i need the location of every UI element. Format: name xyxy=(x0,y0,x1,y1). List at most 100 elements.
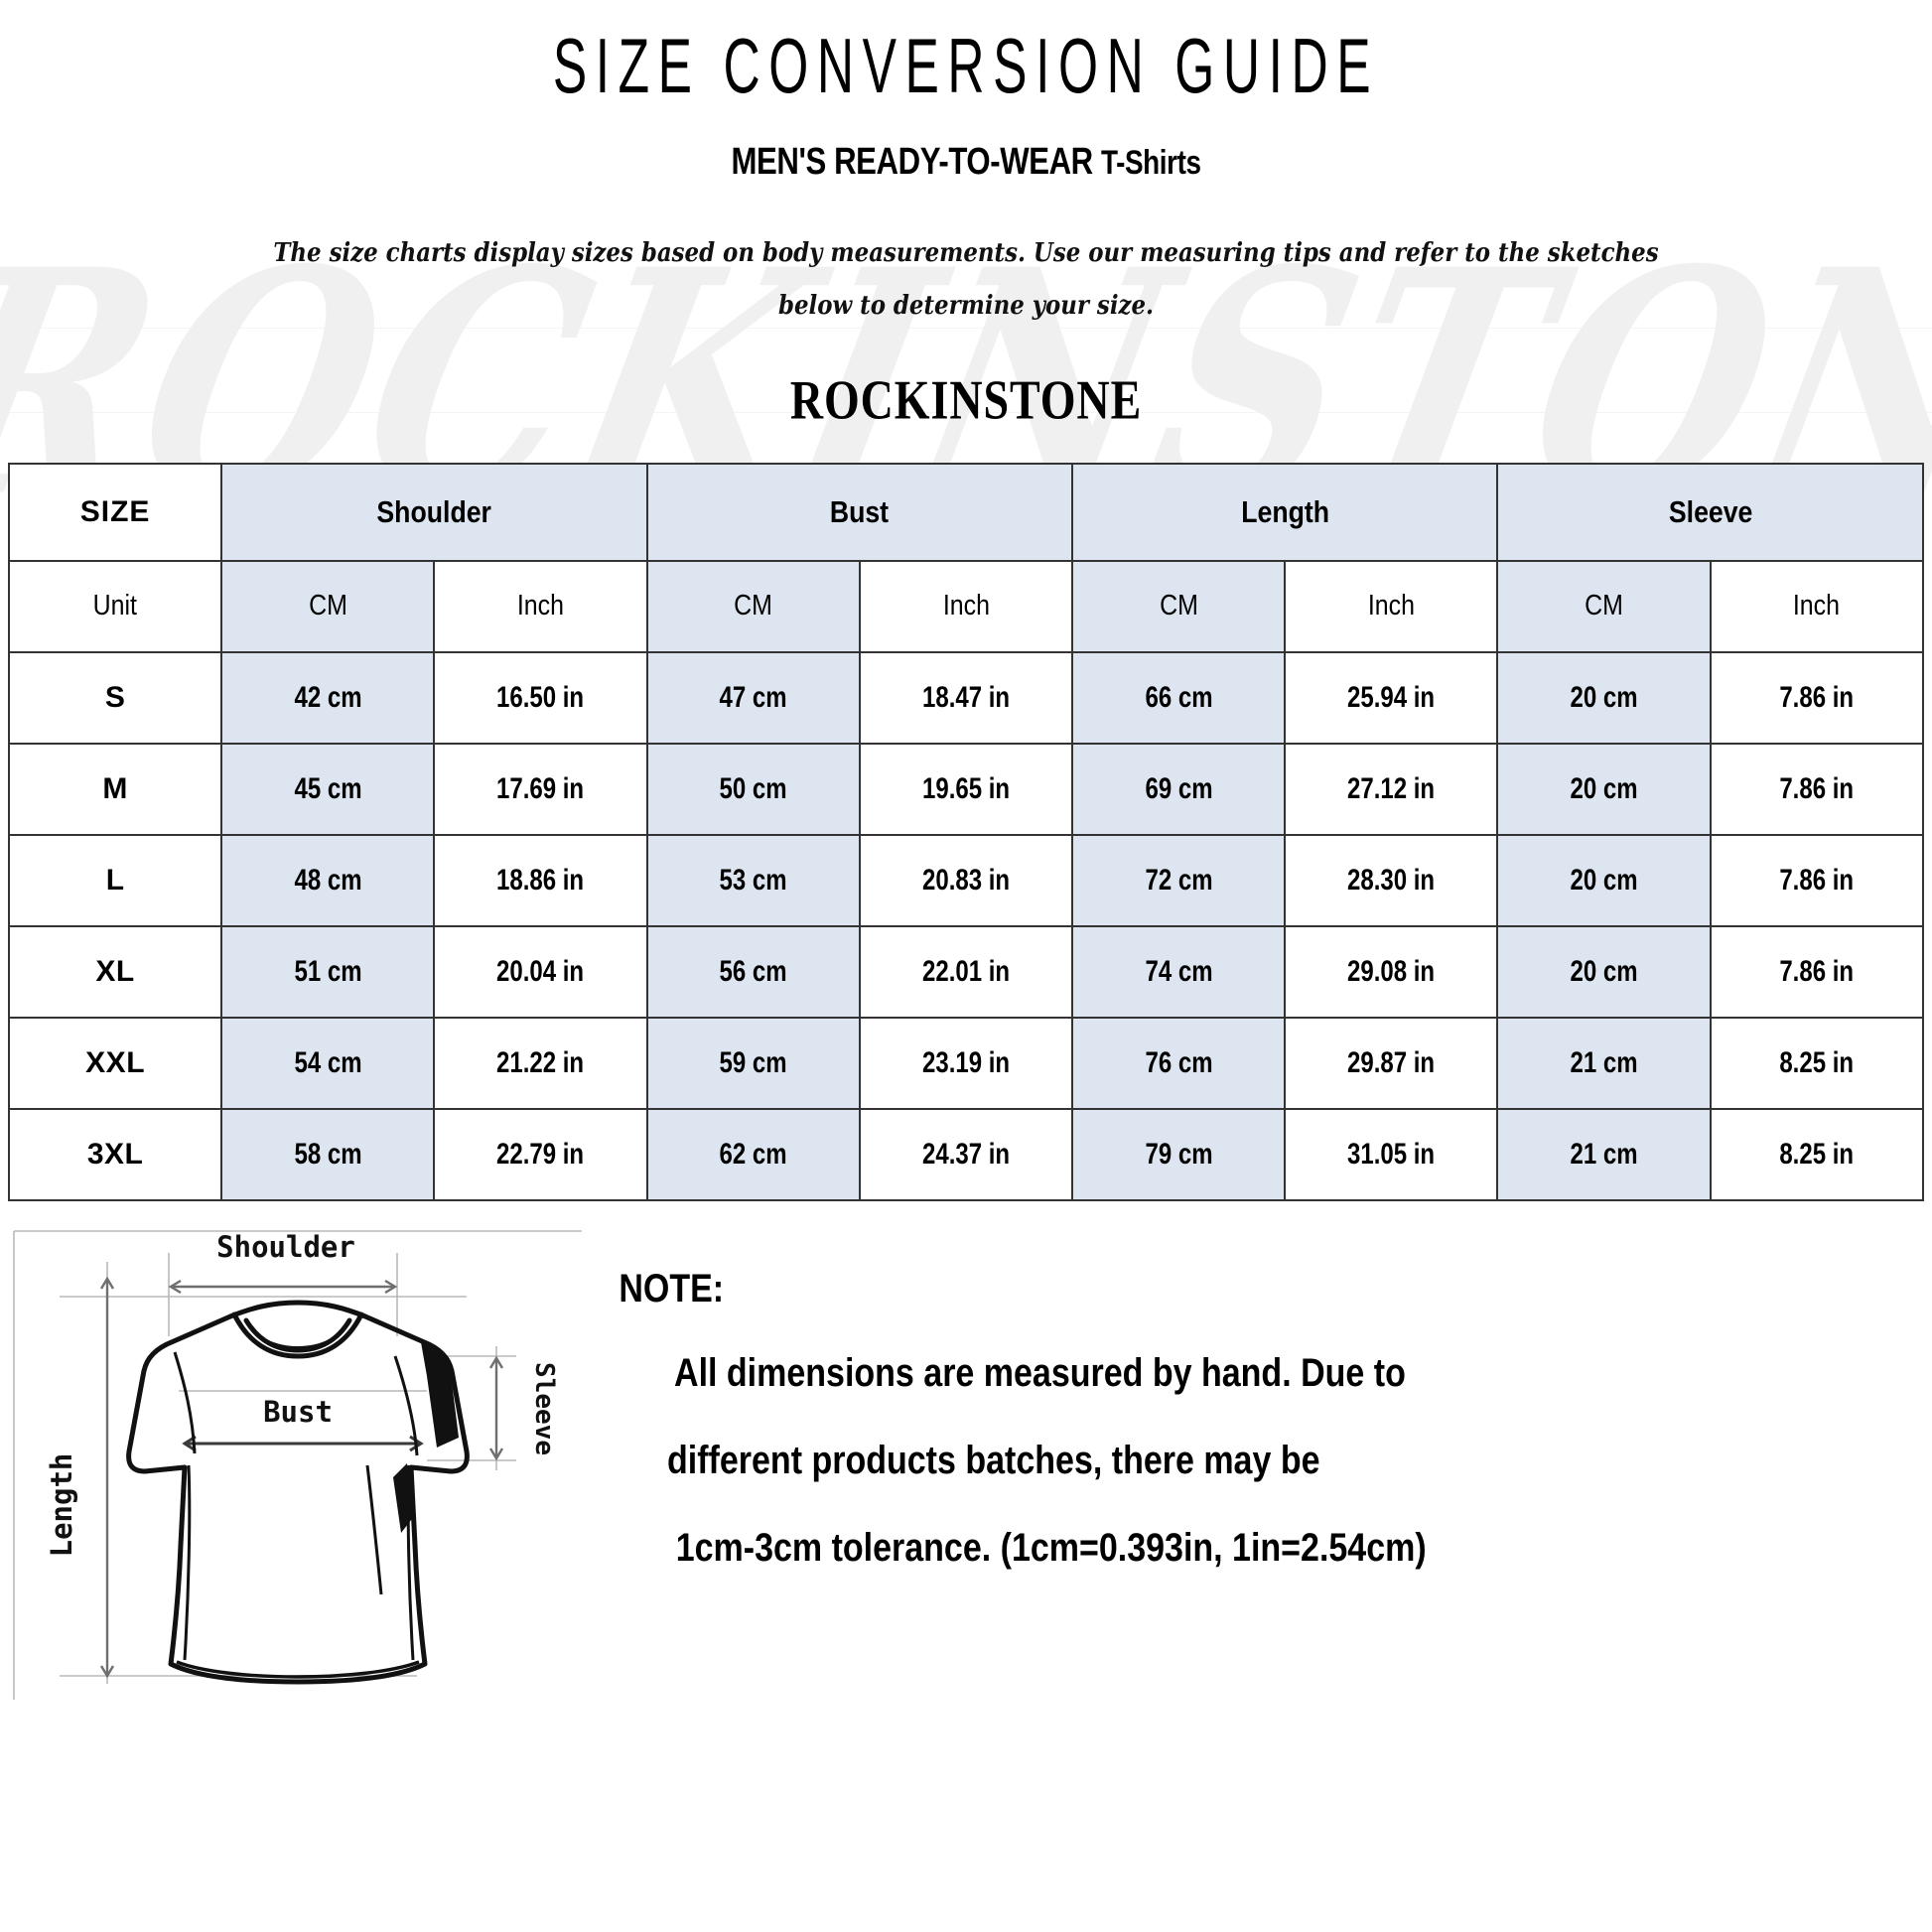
cell-shoulder-cm: 51 cm xyxy=(220,924,436,1019)
unit-sleeve-cm-label: CM xyxy=(1585,590,1623,622)
table-row: L 48 cm 18.86 in 53 cm 20.83 in 72 cm 28… xyxy=(7,833,1925,927)
cell-length-cm: 69 cm xyxy=(1071,742,1287,836)
cell-length-inch: 25.94 in xyxy=(1284,650,1499,745)
cell-bust-cm: 59 cm xyxy=(645,1016,861,1110)
tshirt-measurement-diagram: Shoulder Bust Length Sleeve xyxy=(0,1217,596,1714)
cell-length-inch: 27.12 in xyxy=(1284,742,1499,836)
watermark-rule-top xyxy=(0,328,1932,329)
cell-bust-cm: 56 cm xyxy=(645,924,861,1019)
shoulder-label: Shoulder xyxy=(216,1230,355,1264)
hem-line xyxy=(176,1659,420,1679)
header-unit-label: Unit xyxy=(92,590,138,622)
unit-sleeve-inch-label: Inch xyxy=(1793,590,1841,622)
cell-shoulder-inch: 22.79 in xyxy=(433,1107,648,1201)
row-size-label: XXL xyxy=(7,1016,223,1110)
cell-shoulder-cm: 58 cm xyxy=(220,1107,436,1201)
header-group-bust: Bust xyxy=(645,462,1074,562)
sleeve-shading xyxy=(393,1341,459,1533)
unit-sleeve-cm: CM xyxy=(1496,559,1712,653)
note-line-3: 1cm-3cm tolerance. (1cm=0.393in, 1in=2.5… xyxy=(675,1525,1427,1570)
cell-shoulder-cm: 42 cm xyxy=(220,650,436,745)
size-conversion-table: SIZE Shoulder Bust Length Sleeve Unit CM… xyxy=(7,462,1925,1201)
row-size-label: XL xyxy=(7,924,223,1019)
cell-sleeve-cm: 21 cm xyxy=(1496,1107,1712,1201)
cell-length-cm: 72 cm xyxy=(1071,833,1287,927)
cell-length-cm: 76 cm xyxy=(1071,1016,1287,1110)
cell-sleeve-inch: 7.86 in xyxy=(1709,833,1925,927)
unit-length-cm: CM xyxy=(1071,559,1287,653)
cell-bust-cm: 53 cm xyxy=(645,833,861,927)
cell-bust-cm: 62 cm xyxy=(645,1107,861,1201)
cell-shoulder-inch: 18.86 in xyxy=(433,833,648,927)
cell-bust-inch: 20.83 in xyxy=(858,833,1074,927)
length-label: Length xyxy=(45,1452,78,1557)
unit-length-inch-label: Inch xyxy=(1367,590,1415,622)
cell-shoulder-cm: 54 cm xyxy=(220,1016,436,1110)
fabric-fold-lines xyxy=(173,1351,419,1660)
cell-sleeve-cm: 20 cm xyxy=(1496,650,1712,745)
bottom-section: Shoulder Bust Length Sleeve NOTE: All di… xyxy=(0,1217,1932,1714)
subtitle-category: MEN'S READY-TO-WEAR xyxy=(731,141,1093,183)
bust-dimension-arrow xyxy=(182,1435,424,1451)
cell-length-inch: 31.05 in xyxy=(1284,1107,1499,1201)
bust-label: Bust xyxy=(263,1395,333,1429)
header-size: SIZE xyxy=(7,462,223,562)
cell-length-inch: 28.30 in xyxy=(1284,833,1499,927)
header-group-sleeve-label: Sleeve xyxy=(1668,493,1752,529)
header-group-shoulder: Shoulder xyxy=(220,462,648,562)
unit-length-cm-label: CM xyxy=(1159,590,1198,622)
unit-bust-cm: CM xyxy=(645,559,861,653)
cell-sleeve-inch: 7.86 in xyxy=(1709,742,1925,836)
note-title: NOTE: xyxy=(610,1267,1932,1311)
cell-shoulder-inch: 20.04 in xyxy=(433,924,648,1019)
subtitle-product: T-Shirts xyxy=(1101,144,1201,182)
unit-bust-cm-label: CM xyxy=(734,590,773,622)
table-row: M 45 cm 17.69 in 50 cm 19.65 in 69 cm 27… xyxy=(7,742,1925,836)
table-row: S 42 cm 16.50 in 47 cm 18.47 in 66 cm 25… xyxy=(7,650,1925,745)
cell-bust-inch: 19.65 in xyxy=(858,742,1074,836)
cell-bust-inch: 18.47 in xyxy=(858,650,1074,745)
cell-bust-cm: 50 cm xyxy=(645,742,861,836)
watermark-rule-bottom xyxy=(0,412,1932,413)
cell-length-cm: 74 cm xyxy=(1071,924,1287,1019)
header-unit: Unit xyxy=(7,559,223,653)
cell-bust-inch: 22.01 in xyxy=(858,924,1074,1019)
unit-bust-inch: Inch xyxy=(858,559,1074,653)
table-unit-row: Unit CM Inch CM Inch CM Inch CM Inch xyxy=(7,559,1925,653)
table-row: XXL 54 cm 21.22 in 59 cm 23.19 in 76 cm … xyxy=(7,1016,1925,1110)
unit-shoulder-cm-label: CM xyxy=(308,590,347,622)
cell-shoulder-cm: 48 cm xyxy=(220,833,436,927)
unit-shoulder-inch-label: Inch xyxy=(516,590,565,622)
header-group-shoulder-label: Shoulder xyxy=(376,493,492,529)
cell-bust-inch: 24.37 in xyxy=(858,1107,1074,1201)
page-subtitle: MEN'S READY-TO-WEAR T-Shirts xyxy=(174,141,1758,184)
row-size-label: S xyxy=(7,650,223,745)
row-size-label: 3XL xyxy=(7,1107,223,1201)
note-section: NOTE: All dimensions are measured by han… xyxy=(596,1217,1932,1615)
header-group-length-label: Length xyxy=(1240,493,1329,529)
cell-length-cm: 79 cm xyxy=(1071,1107,1287,1201)
cell-sleeve-cm: 20 cm xyxy=(1496,924,1712,1019)
row-size-label: L xyxy=(7,833,223,927)
header-group-bust-label: Bust xyxy=(830,493,890,529)
note-line-1: All dimensions are measured by hand. Due… xyxy=(674,1350,1406,1395)
description-line-2: below to determine your size. xyxy=(777,291,1155,322)
cell-length-cm: 66 cm xyxy=(1071,650,1287,745)
page-description: The size charts display sizes based on b… xyxy=(116,227,1816,334)
cell-sleeve-inch: 7.86 in xyxy=(1709,650,1925,745)
length-dimension-arrow xyxy=(99,1276,115,1678)
row-size-label: M xyxy=(7,742,223,836)
cell-shoulder-inch: 17.69 in xyxy=(433,742,648,836)
header-group-sleeve: Sleeve xyxy=(1496,462,1924,562)
table-group-header-row: SIZE Shoulder Bust Length Sleeve xyxy=(7,462,1924,562)
table-row: XL 51 cm 20.04 in 56 cm 22.01 in 74 cm 2… xyxy=(7,924,1925,1019)
cell-shoulder-cm: 45 cm xyxy=(220,742,436,836)
cell-bust-cm: 47 cm xyxy=(645,650,861,745)
unit-sleeve-inch: Inch xyxy=(1709,559,1925,653)
cell-shoulder-inch: 21.22 in xyxy=(433,1016,648,1110)
cell-sleeve-cm: 21 cm xyxy=(1496,1016,1712,1110)
note-title-label: NOTE: xyxy=(619,1266,725,1311)
cell-length-inch: 29.08 in xyxy=(1284,924,1499,1019)
page-title: SIZE CONVERSION GUIDE xyxy=(552,22,1380,109)
